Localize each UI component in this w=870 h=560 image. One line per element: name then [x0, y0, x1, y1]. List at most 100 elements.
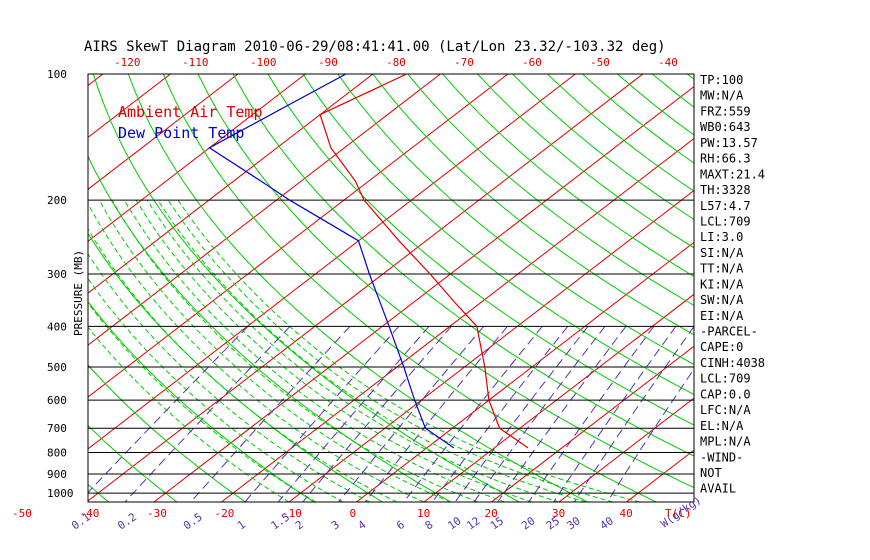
isotherm-line [88, 74, 104, 87]
dry-adiabat-line [88, 364, 246, 502]
index-item: TP:100 [700, 73, 743, 87]
pressure-tick-label: 500 [47, 361, 67, 374]
isotherm-line [558, 397, 694, 502]
isotherm-line [88, 74, 576, 450]
index-item: AVAIL [700, 482, 736, 496]
isotherm-line [88, 74, 509, 398]
temperature-tick-label: -20 [214, 507, 234, 520]
mixing-ratio-line [432, 325, 569, 502]
top-temperature-tick-label: -50 [590, 56, 610, 69]
background-lines [0, 74, 694, 502]
dry-adiabat-line [302, 74, 694, 396]
index-item: PW:13.57 [700, 136, 758, 150]
index-item: -PARCEL- [700, 325, 758, 339]
index-item: L57:4.7 [700, 199, 751, 213]
index-item: SI:N/A [700, 246, 744, 260]
temperature-tick-label: 20 [484, 507, 497, 520]
mixing-ratio-line [277, 325, 430, 502]
isotherm-line [88, 74, 644, 502]
moist-adiabat-line [88, 202, 425, 502]
pressure-tick-label: 900 [47, 468, 67, 481]
dry-adiabat-line [407, 74, 694, 307]
mixing-ratio-line [573, 326, 694, 502]
moist-adiabat-line [88, 326, 290, 502]
temperature-tick-label: 10 [417, 507, 430, 520]
dry-adiabat-line [88, 483, 109, 502]
dry-adiabat-line [232, 74, 694, 457]
mixing-ratio-line [244, 325, 400, 502]
moist-adiabat-line [146, 199, 560, 502]
mixing-ratio-tick-label: 8 [423, 518, 436, 532]
index-item: FRZ:559 [700, 104, 751, 118]
pressure-tick-label: 300 [47, 268, 67, 281]
mixing-ratio-line [497, 325, 627, 502]
index-item: -WIND- [700, 450, 743, 464]
mixing-ratio-line [528, 325, 655, 502]
index-item: CAPE:0 [700, 340, 743, 354]
isotherm-line [0, 74, 35, 502]
dry-adiabat-line [92, 74, 520, 502]
isotherm-line [423, 293, 694, 502]
dry-adiabat-line [197, 74, 694, 489]
mixing-ratio-tick-label: 2 [293, 518, 306, 532]
index-item: CAP:0.0 [700, 387, 751, 401]
dry-adiabat-line [651, 74, 694, 108]
dry-adiabat-line [477, 74, 694, 249]
mixing-ratio-tick-label: 25 [544, 514, 562, 532]
legend-dew-point-temp: Dew Point Temp [118, 124, 244, 142]
mixing-ratio-line [124, 325, 291, 502]
index-item: CINH:4038 [700, 356, 765, 370]
temperature-tick-label: -50 [12, 507, 32, 520]
mixing-ratio-tick-label: 30 [564, 514, 582, 532]
pressure-tick-label: 400 [47, 320, 67, 333]
temperature-tick-label: 30 [552, 507, 565, 520]
dry-adiabat-line [162, 74, 657, 502]
mixing-ratio-tick-label: 12 [464, 514, 482, 532]
isotherm-line [221, 137, 694, 502]
mixing-ratio-tick-label: 1 [235, 518, 248, 532]
mixing-ratio-tick-label: 4 [355, 518, 368, 533]
dry-adiabat-line [372, 74, 694, 336]
isotherm-line [153, 85, 694, 502]
pressure-tick-label: 800 [47, 447, 67, 460]
mixing-ratio-line [338, 325, 485, 502]
moist-adiabat-line [167, 199, 614, 502]
mixing-ratio-tick-label: 10 [445, 514, 463, 532]
index-item: MW:N/A [700, 89, 744, 103]
mixing-ratio-line [454, 325, 589, 502]
mixing-ratio-line [553, 326, 677, 502]
mixing-ratio-tick-label: 0.5 [181, 510, 205, 532]
top-temperature-tick-label: -90 [318, 56, 338, 69]
index-item: LCL:709 [700, 372, 751, 386]
mixing-ratio-tick-label: 20 [519, 514, 537, 532]
moist-adiabat-line [88, 302, 317, 502]
moist-adiabat-line [98, 199, 452, 502]
temperature-tick-label: 40 [619, 507, 632, 520]
dry-adiabat-line [88, 300, 315, 502]
chart-title: AIRS SkewT Diagram 2010-06-29/08:41:41.0… [84, 39, 666, 55]
dry-adiabat-line [127, 74, 588, 502]
moist-adiabat-line [88, 277, 344, 502]
index-item: NOT [700, 466, 722, 480]
index-item: WB0:643 [700, 120, 751, 134]
top-temperature-tick-label: -110 [182, 56, 209, 69]
isotherm-line [88, 74, 441, 346]
mixing-ratio-tick-label: 15 [488, 514, 506, 532]
pressure-tick-label: 100 [47, 68, 67, 81]
mixing-ratio-line [606, 368, 694, 502]
top-temperature-tick-label: -100 [250, 56, 277, 69]
y-axis-label: PRESSURE (MB) [72, 250, 85, 336]
top-temperature-tick-label: -40 [658, 56, 678, 69]
top-temperature-tick-label: -80 [386, 56, 406, 69]
temperature-tick-label: -40 [79, 507, 99, 520]
isotherm-line [491, 345, 694, 502]
index-item: LI:3.0 [700, 230, 743, 244]
mixing-ratio-line [403, 325, 543, 502]
index-item: LFC:N/A [700, 403, 751, 417]
moist-adiabat-line [157, 199, 587, 502]
index-item: EI:N/A [700, 309, 744, 323]
temperature-tick-label: 0 [349, 507, 356, 520]
isobars [87, 73, 695, 503]
mixing-ratio-tick-label: 3 [329, 518, 342, 532]
